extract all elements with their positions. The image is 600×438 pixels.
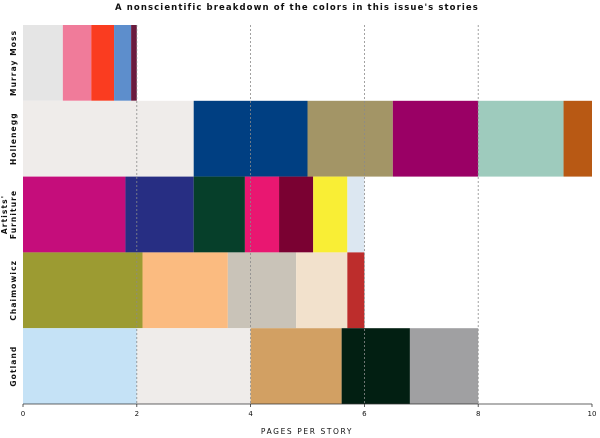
bar-segment-0-3 (114, 25, 132, 101)
bar-segment-2-2 (193, 176, 245, 253)
bar-segment-4-2 (250, 328, 342, 404)
bar-segment-3-4 (347, 252, 365, 329)
bar-segment-2-1 (125, 176, 194, 253)
bar-segment-3-2 (227, 252, 297, 329)
bar-segment-2-3 (244, 176, 280, 253)
bars (23, 25, 592, 404)
bar-segment-1-3 (392, 100, 479, 177)
category-labels: Murray Moss Hollenegg Artists'Furniture Cha… (0, 30, 18, 387)
bar-segment-1-2 (307, 100, 393, 177)
x-tick-label-3: 6 (362, 410, 367, 418)
x-axis: 0 2 4 6 8 10 (21, 403, 597, 418)
bar-segment-1-4 (478, 100, 564, 177)
bar-segment-2-0 (23, 176, 126, 253)
gridlines (136, 25, 479, 404)
bar-segment-3-1 (142, 252, 228, 329)
bar-segment-2-4 (279, 176, 314, 253)
bar-segment-1-0 (23, 100, 194, 177)
bar-segment-0-1 (62, 25, 92, 101)
bar-segment-3-3 (296, 252, 348, 329)
category-label-3: Chaimowicz (9, 260, 18, 321)
chart-title: A nonscientific breakdown of the colors … (115, 3, 479, 13)
bar-segment-2-5 (313, 176, 348, 253)
bar-segment-1-5 (563, 100, 592, 177)
x-axis-title: PAGES PER STORY (261, 427, 353, 436)
bar-segment-4-4 (409, 328, 479, 404)
x-tick-label-4: 8 (476, 410, 480, 418)
x-tick-label-0: 0 (21, 410, 25, 418)
bar-segment-4-0 (23, 328, 137, 404)
bar-segment-0-4 (131, 25, 137, 101)
category-label-4: Gotland (9, 346, 18, 387)
bar-segment-2-6 (347, 176, 365, 253)
category-label-0: Murray Moss (9, 30, 18, 96)
x-tick-label-1: 2 (135, 410, 139, 418)
category-label-2: Artists'Furniture (0, 190, 18, 239)
x-tick-label-2: 4 (248, 410, 253, 418)
bar-segment-0-2 (91, 25, 115, 101)
bar-segment-3-0 (23, 252, 143, 329)
bar-segment-4-3 (341, 328, 410, 404)
category-label-1: Hollenegg (9, 112, 18, 165)
bar-segment-0-0 (23, 25, 63, 101)
x-tick-label-5: 10 (588, 410, 597, 418)
bar-segment-4-1 (136, 328, 251, 404)
